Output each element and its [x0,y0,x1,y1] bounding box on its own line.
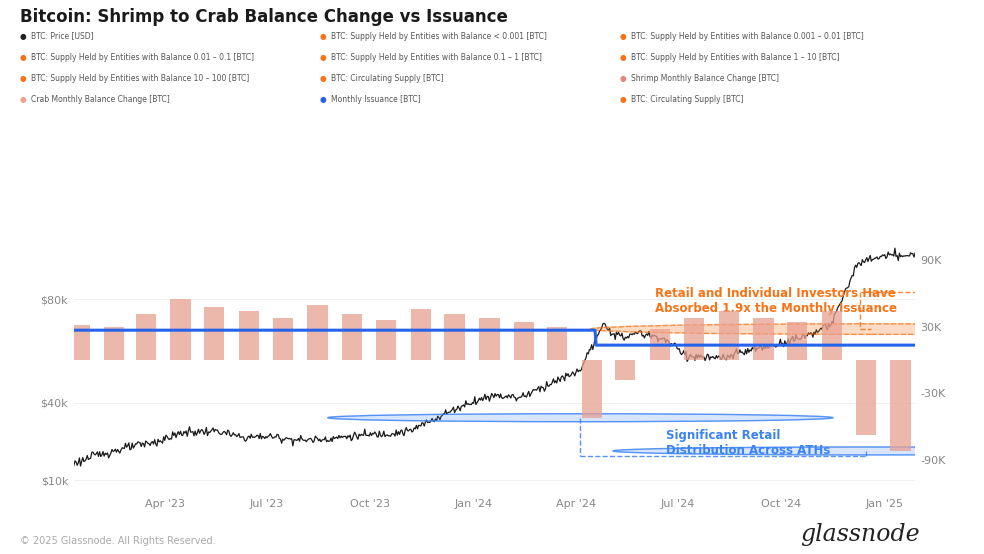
Text: ●: ● [620,53,627,61]
Bar [891,360,910,451]
Text: ●: ● [320,95,327,104]
Bar [445,314,464,360]
Ellipse shape [590,324,984,335]
Text: Monthly Issuance [BTC]: Monthly Issuance [BTC] [331,95,420,104]
Text: ●: ● [620,95,627,104]
Bar [855,360,876,435]
Text: ●: ● [320,53,327,61]
Bar [787,322,807,360]
Bar [204,307,224,360]
Bar [718,311,739,360]
Bar [514,322,534,360]
Ellipse shape [613,447,984,455]
Bar [104,327,124,360]
Text: Crab Monthly Balance Change [BTC]: Crab Monthly Balance Change [BTC] [31,95,169,104]
Bar [136,314,155,360]
Bar [307,305,328,360]
Bar [410,309,431,360]
Bar [170,299,191,360]
Text: BTC: Supply Held by Entities with Balance < 0.001 [BTC]: BTC: Supply Held by Entities with Balanc… [331,32,546,40]
Text: BTC: Supply Held by Entities with Balance 0.1 – 1 [BTC]: BTC: Supply Held by Entities with Balanc… [331,53,541,61]
Text: BTC: Supply Held by Entities with Balance 10 – 100 [BTC]: BTC: Supply Held by Entities with Balanc… [31,74,249,83]
Bar [479,318,500,360]
Text: © 2025 Glassnode. All Rights Reserved.: © 2025 Glassnode. All Rights Reserved. [20,536,215,546]
Text: ●: ● [620,32,627,40]
Text: BTC: Supply Held by Entities with Balance 0.01 – 0.1 [BTC]: BTC: Supply Held by Entities with Balanc… [31,53,254,61]
Text: ●: ● [320,74,327,83]
Bar [547,327,567,360]
Bar [342,314,362,360]
Text: BTC: Price [USD]: BTC: Price [USD] [31,32,93,40]
Bar [650,329,670,360]
Bar [239,311,259,360]
Text: BTC: Circulating Supply [BTC]: BTC: Circulating Supply [BTC] [331,74,443,83]
Text: ●: ● [620,74,627,83]
Bar [684,318,704,360]
Bar [822,311,842,360]
Text: ●: ● [20,32,27,40]
Text: Bitcoin: Shrimp to Crab Balance Change vs Issuance: Bitcoin: Shrimp to Crab Balance Change v… [20,8,508,26]
Text: BTC: Circulating Supply [BTC]: BTC: Circulating Supply [BTC] [631,95,743,104]
Text: BTC: Supply Held by Entities with Balance 0.001 – 0.01 [BTC]: BTC: Supply Held by Entities with Balanc… [631,32,864,40]
Bar [376,320,397,360]
Text: Significant Retail
Distribution Across ATHs: Significant Retail Distribution Across A… [666,429,830,457]
Text: ●: ● [20,53,27,61]
Bar [582,360,602,418]
Bar [69,325,90,360]
Ellipse shape [328,414,833,422]
Text: Retail and Individual Investors Have
Absorbed 1.9x the Monthly Issuance: Retail and Individual Investors Have Abs… [654,286,896,315]
Text: Shrimp Monthly Balance Change [BTC]: Shrimp Monthly Balance Change [BTC] [631,74,778,83]
Bar [273,318,293,360]
Bar [615,360,636,380]
Text: ●: ● [320,32,327,40]
Text: ●: ● [20,95,27,104]
Bar [754,318,773,360]
Text: BTC: Supply Held by Entities with Balance 1 – 10 [BTC]: BTC: Supply Held by Entities with Balanc… [631,53,839,61]
Text: ●: ● [20,74,27,83]
Text: glassnode: glassnode [800,522,920,546]
